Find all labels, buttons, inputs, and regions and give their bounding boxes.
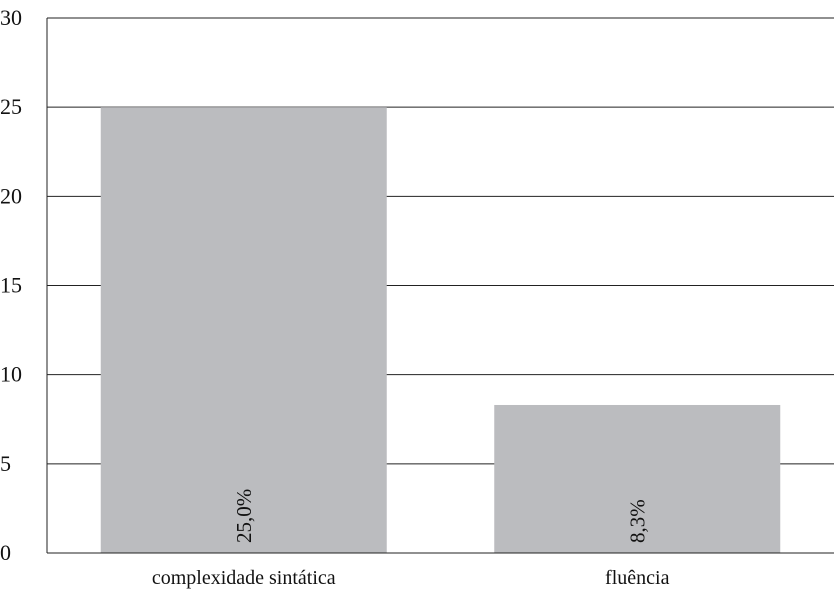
y-tick-labels: 0 5 10 15 20 25 30: [0, 5, 22, 565]
y-tick-label: 30: [0, 5, 22, 30]
bar-data-label: 25,0%: [232, 489, 256, 543]
bar: [494, 404, 781, 553]
y-tick-label: 15: [0, 273, 22, 298]
y-tick-label: 0: [0, 540, 11, 565]
y-tick-label: 20: [0, 183, 22, 208]
x-category-label: fluência: [605, 567, 670, 589]
bar: [100, 107, 387, 554]
y-tick-label: 5: [0, 451, 11, 476]
bar-data-label: 8,3%: [625, 499, 649, 543]
y-tick-label: 25: [0, 94, 22, 119]
x-category-label: complexidade sintática: [152, 567, 336, 589]
y-tick-label: 10: [0, 362, 22, 387]
axes: [46, 18, 834, 554]
category-labels: complexidade sintática fluência: [152, 567, 670, 589]
data-labels: 25,0% 8,3%: [232, 489, 650, 543]
bars: [100, 107, 781, 554]
